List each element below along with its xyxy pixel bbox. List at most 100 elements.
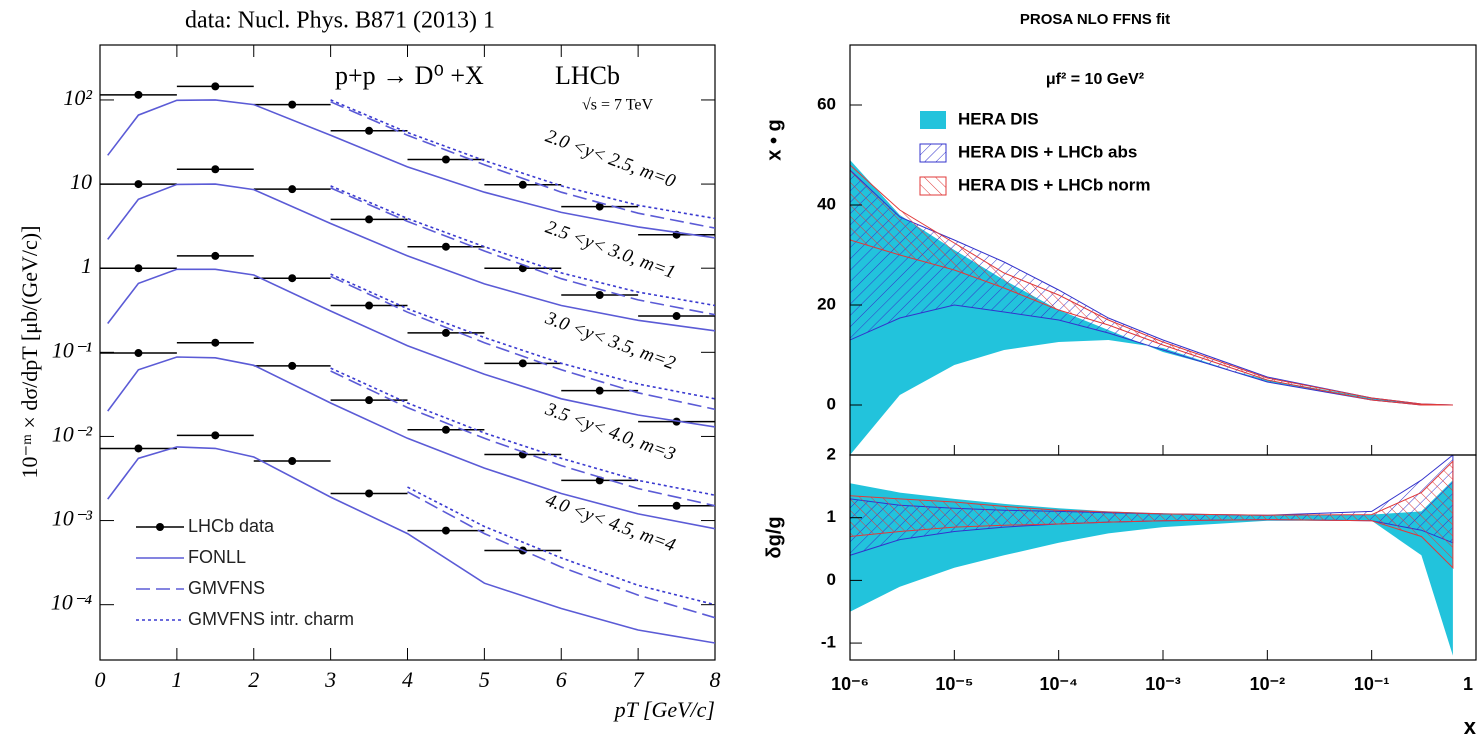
- model-curve: [107, 183, 715, 332]
- legend-swatch: [156, 523, 164, 531]
- x-axis-label: x: [1464, 714, 1477, 739]
- chart-title: data: Nucl. Phys. B871 (2013) 1: [185, 8, 495, 34]
- x-tick-label: 10⁻²: [1250, 674, 1286, 694]
- data-point: [595, 202, 604, 211]
- x-tick-label: 6: [556, 667, 567, 692]
- y-tick-label: 20: [817, 294, 836, 313]
- data-point: [441, 328, 450, 337]
- model-curve: [330, 187, 715, 316]
- legend-swatch: [919, 176, 947, 196]
- x-tick-label: 1: [1463, 674, 1473, 694]
- data-point: [595, 386, 604, 395]
- model-curve: [407, 491, 715, 619]
- data-point: [518, 180, 527, 189]
- y-tick-label: 10: [70, 169, 92, 194]
- y-axis-label: x • g: [763, 119, 785, 160]
- annotation: LHCb: [555, 61, 620, 90]
- y-tick-label: 10⁻¹: [52, 337, 92, 362]
- x-tick-label: 10⁻³: [1145, 674, 1181, 694]
- data-point: [211, 82, 220, 91]
- data-point: [134, 90, 143, 99]
- data-point: [441, 526, 450, 535]
- y-tick-label: 0: [827, 570, 836, 589]
- data-point: [365, 489, 374, 498]
- y-axis-label: 10⁻ᵐ × dσ/dpT [μb/(GeV/c)]: [17, 226, 42, 479]
- legend-label: HERA DIS + LHCb abs: [958, 142, 1137, 161]
- data-point: [134, 444, 143, 453]
- data-point: [441, 425, 450, 434]
- x-tick-label: 3: [324, 667, 336, 692]
- y-tick-label: 10²: [63, 85, 92, 110]
- x-tick-label: 10⁻⁶: [831, 674, 869, 694]
- legend-swatch: [919, 143, 947, 163]
- data-point: [288, 457, 297, 466]
- model-curve: [330, 101, 715, 229]
- data-point: [288, 274, 297, 283]
- model-curve: [330, 273, 715, 400]
- y-tick-label: 2: [827, 444, 836, 463]
- data-point: [288, 361, 297, 370]
- panel-area: [850, 455, 1454, 656]
- x-tick-label: 1: [171, 667, 182, 692]
- data-point: [288, 100, 297, 109]
- annotation: √s = 7 TeV: [582, 97, 654, 114]
- y-tick-label: -1: [821, 633, 836, 652]
- chart-title: PROSA NLO FFNS fit: [1020, 11, 1170, 28]
- data-point: [134, 180, 143, 189]
- legend-swatch: [920, 111, 946, 129]
- uncertainty-band: [850, 164, 1453, 406]
- annotation: p+p → D⁰ +X: [335, 61, 484, 90]
- model-curve: [330, 185, 715, 307]
- data-point: [211, 431, 220, 440]
- x-tick-label: 0: [95, 667, 106, 692]
- y-tick-label: 10⁻³: [52, 506, 93, 531]
- bin-label: 4.0 <y< 4.5, m=4: [543, 490, 679, 557]
- legend-label: GMVFNS: [188, 578, 265, 598]
- model-curve: [330, 275, 715, 411]
- data-point: [595, 291, 604, 300]
- model-curve: [107, 446, 715, 644]
- data-point: [365, 126, 374, 135]
- uncertainty-band: [850, 460, 1454, 570]
- y-tick-label: 60: [817, 94, 836, 113]
- x-tick-label: 10⁻⁵: [935, 674, 973, 694]
- x-tick-label: 10⁻⁴: [1039, 674, 1077, 694]
- model-curve: [330, 99, 715, 220]
- y-tick-label: 1: [827, 507, 836, 526]
- annotation: μf² = 10 GeV²: [1046, 71, 1144, 88]
- data-point: [134, 264, 143, 273]
- data-point: [211, 165, 220, 174]
- data-point: [672, 312, 681, 321]
- data-point: [365, 301, 374, 310]
- legend-label: FONLL: [188, 547, 246, 567]
- y-tick-label: 40: [817, 194, 836, 213]
- data-point: [211, 338, 220, 347]
- x-tick-label: 7: [633, 667, 645, 692]
- bin-label: 2.0 <y< 2.5, m=0: [543, 126, 679, 193]
- legend-label: HERA DIS: [958, 109, 1039, 128]
- legend-label: LHCb data: [188, 516, 275, 536]
- data-point: [441, 155, 450, 164]
- x-tick-label: 5: [479, 667, 490, 692]
- data-point: [365, 215, 374, 224]
- x-tick-label: 4: [402, 667, 413, 692]
- x-tick-label: 2: [248, 667, 259, 692]
- data-point: [365, 396, 374, 405]
- model-curve: [107, 356, 715, 530]
- x-axis-label: pT [GeV/c]: [613, 697, 715, 722]
- x-tick-label: 10⁻¹: [1354, 674, 1390, 694]
- y-tick-label: 10⁻²: [52, 421, 93, 446]
- y-axis-label: δg/g: [763, 516, 785, 558]
- data-point: [211, 251, 220, 260]
- data-point: [134, 349, 143, 358]
- data-point: [518, 359, 527, 368]
- x-tick-label: 8: [710, 667, 721, 692]
- y-tick-label: 0: [827, 394, 836, 413]
- data-point: [672, 501, 681, 510]
- panel-area: [850, 160, 1453, 455]
- data-point: [441, 242, 450, 251]
- y-tick-label: 1: [81, 253, 92, 278]
- legend-label: GMVFNS intr. charm: [188, 609, 354, 629]
